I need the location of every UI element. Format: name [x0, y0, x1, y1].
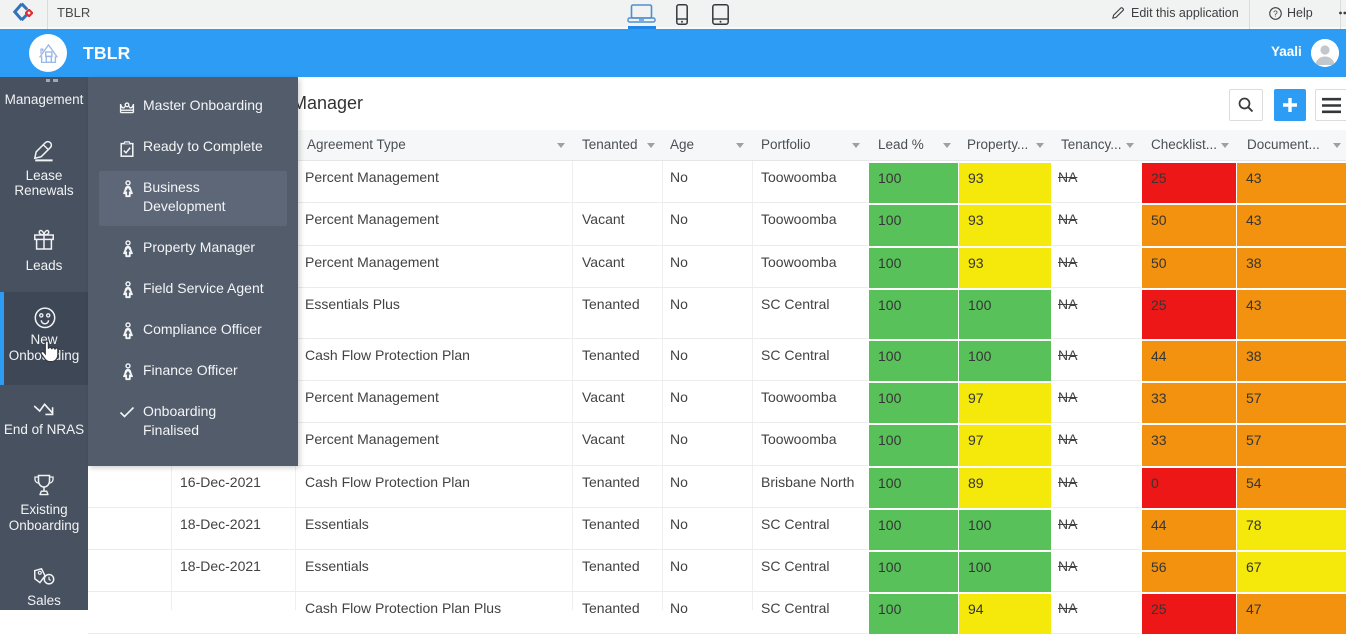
svg-text:?: ? [1273, 8, 1278, 18]
